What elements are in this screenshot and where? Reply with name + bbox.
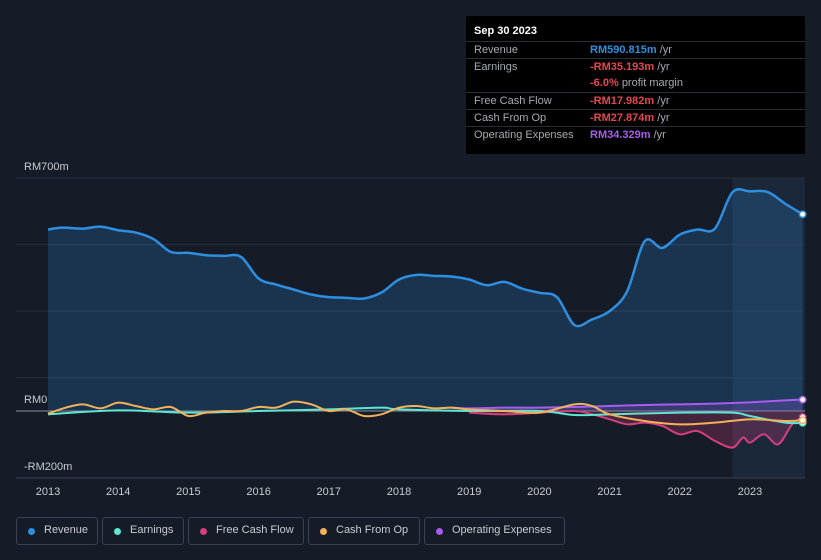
- y-tick-label: RM700m: [24, 161, 69, 173]
- revenue-end-marker: [798, 210, 807, 219]
- x-tick-label: 2016: [246, 486, 270, 498]
- tooltip-value: -6.0% profit margin: [590, 77, 683, 89]
- x-tick-label: 2021: [597, 486, 621, 498]
- legend-dot-icon: [200, 528, 207, 535]
- y-tick-label: RM0: [24, 394, 47, 406]
- x-tick-label: 2013: [36, 486, 60, 498]
- x-tick-label: 2023: [738, 486, 762, 498]
- legend-label: Earnings: [130, 524, 174, 536]
- tooltip-row-free-cash-flow: Free Cash Flow -RM17.982m /yr: [466, 92, 805, 110]
- legend-item-earnings[interactable]: Earnings: [102, 517, 184, 545]
- legend-dot-icon: [436, 528, 443, 535]
- free-cash-flow-area: [469, 410, 803, 448]
- tooltip-panel: Sep 30 2023 Revenue RM590.815m /yr Earni…: [466, 16, 805, 154]
- tooltip-label: Cash From Op: [474, 112, 547, 124]
- legend-dot-icon: [28, 528, 35, 535]
- tooltip-row-operating-expenses: Operating Expenses RM34.329m /yr: [466, 126, 805, 144]
- legend-dot-icon: [320, 528, 327, 535]
- legend-item-free-cash-flow[interactable]: Free Cash Flow: [188, 517, 304, 545]
- legend-label: Free Cash Flow: [216, 524, 294, 536]
- revenue-area: [48, 189, 803, 411]
- operating-expenses-line: [451, 398, 803, 410]
- legend-item-cash-from-op[interactable]: Cash From Op: [308, 517, 420, 545]
- tooltip-value: RM590.815m /yr: [590, 44, 672, 56]
- x-tick-label: 2015: [176, 486, 200, 498]
- x-tick-label: 2018: [387, 486, 411, 498]
- legend-item-operating-expenses[interactable]: Operating Expenses: [424, 517, 565, 545]
- tooltip-label: Operating Expenses: [474, 129, 574, 141]
- x-tick-label: 2019: [457, 486, 481, 498]
- tooltip-row-profit-margin: -6.0% profit margin: [466, 75, 805, 92]
- legend-label: Operating Expenses: [452, 524, 552, 536]
- free-cash-flow-line: [469, 409, 804, 449]
- y-tick-label: -RM200m: [24, 461, 72, 473]
- operating-expenses-end-marker: [798, 395, 807, 404]
- legend-label: Revenue: [44, 524, 89, 536]
- revenue-line: [47, 188, 804, 328]
- x-tick-label: 2020: [527, 486, 551, 498]
- cash-from-op-end-marker: [798, 416, 807, 425]
- x-tick-label: 2022: [668, 486, 692, 498]
- tooltip-value: -RM17.982m /yr: [590, 95, 670, 107]
- tooltip-label: Earnings: [474, 61, 518, 73]
- tooltip-row-earnings: Earnings -RM35.193m /yr: [466, 58, 805, 76]
- tooltip-value: RM34.329m /yr: [590, 129, 666, 141]
- cash-from-op-line: [47, 400, 803, 426]
- legend-dot-icon: [114, 528, 121, 535]
- tooltip-value: -RM27.874m /yr: [590, 112, 670, 124]
- x-tick-label: 2014: [106, 486, 130, 498]
- legend-label: Cash From Op: [336, 524, 409, 536]
- tooltip-row-revenue: Revenue RM590.815m /yr: [466, 41, 805, 59]
- tooltip-row-cash-from-op: Cash From Op -RM27.874m /yr: [466, 109, 805, 127]
- tooltip-value: -RM35.193m /yr: [590, 61, 670, 73]
- x-tick-label: 2017: [317, 486, 341, 498]
- legend-item-revenue[interactable]: Revenue: [16, 517, 98, 545]
- tooltip-date: Sep 30 2023: [474, 25, 537, 37]
- highlight-band: [732, 178, 805, 478]
- tooltip-label: Free Cash Flow: [474, 95, 552, 107]
- tooltip-label: Revenue: [474, 44, 519, 56]
